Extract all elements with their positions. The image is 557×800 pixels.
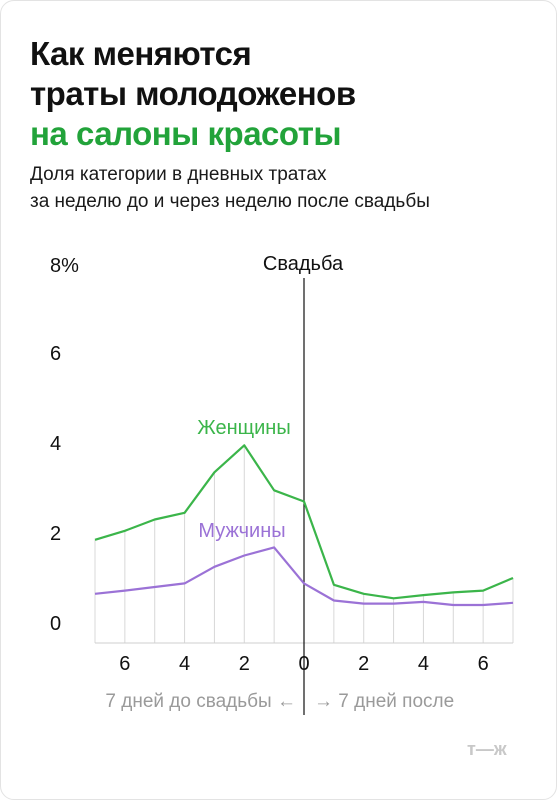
subtitle-line-2: за неделю до и через неделю после свадьб… [30,191,430,212]
y-axis-top-label: 8% [50,255,79,277]
y-tick-label: 0 [50,613,61,635]
x-tick-label: 4 [418,653,429,675]
x-tick-label: 4 [179,653,190,675]
x-tick-label: 2 [358,653,369,675]
series-label-men: Мужчины [198,520,285,542]
line-chart: 8% Свадьба Женщины Мужчины 7 дней до сва… [50,253,514,715]
wedding-marker-label: Свадьба [263,253,344,275]
x-tick-label: 6 [119,653,130,675]
series-line-women [94,444,514,600]
y-tick-label: 6 [50,343,61,365]
x-tick-label: 0 [298,653,309,675]
subtitle-line-1: Доля категории в дневных тратах [30,164,327,185]
axis-note-after: → 7 дней после [314,691,454,712]
title-line-1: Как меняются [30,35,252,72]
svg-text:т—ж: т—ж [467,739,507,759]
title-line-3: на салоны красоты [30,115,342,152]
axis-note-before: 7 дней до свадьбы ← [105,691,296,712]
series-label-women: Женщины [197,417,290,439]
x-tick-label: 2 [239,653,250,675]
series-line-men [94,546,514,607]
y-tick-label: 2 [50,523,61,545]
y-tick-label: 4 [50,433,61,455]
title-line-2: траты молодоженов [30,75,356,112]
x-tick-label: 6 [478,653,489,675]
tzh-logo: т—ж [467,739,527,764]
